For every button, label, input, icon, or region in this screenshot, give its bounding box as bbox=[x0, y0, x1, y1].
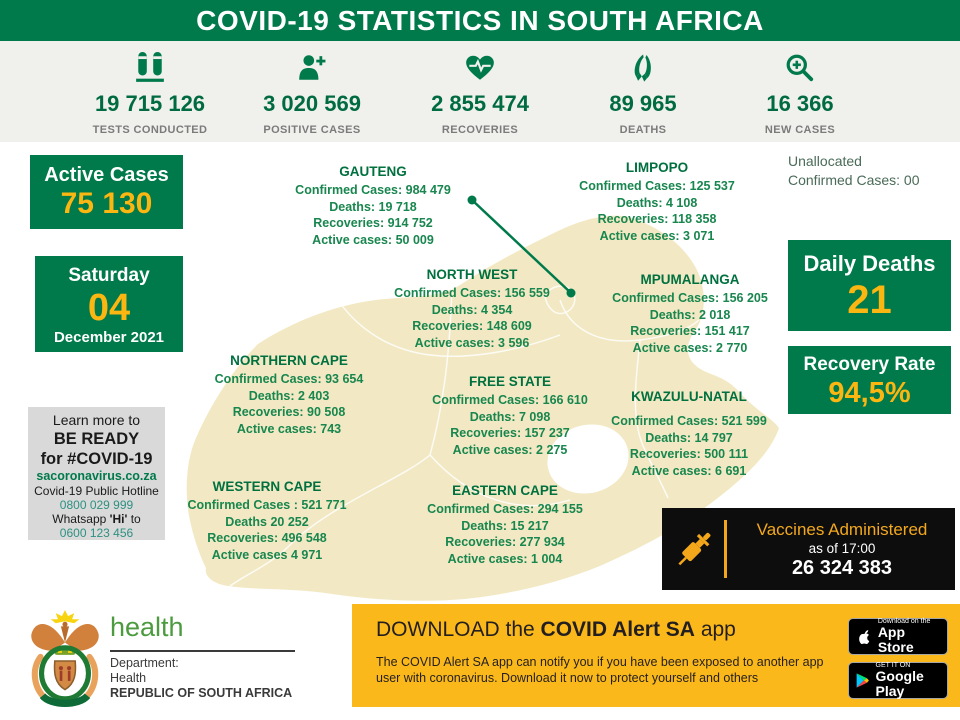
province-eastern-cape: EASTERN CAPE Confirmed Cases: 294 155 De… bbox=[427, 483, 583, 566]
vaccines-value: 26 324 383 bbox=[791, 556, 893, 579]
new-cases-value: 16 366 bbox=[766, 91, 834, 116]
app-banner-title: DOWNLOAD the COVID Alert SA app bbox=[376, 618, 736, 641]
province-western-cape: WESTERN CAPE Confirmed Cases : 521 771 D… bbox=[187, 479, 347, 562]
recovery-rate-label: Recovery Rate bbox=[803, 354, 936, 375]
health-logo-text: health bbox=[110, 612, 184, 642]
vaccines-title: Vaccines Administered bbox=[756, 519, 928, 539]
province-free-state: FREE STATE Confirmed Cases: 166 610 Deat… bbox=[432, 374, 588, 457]
test-tubes-icon bbox=[45, 49, 255, 87]
whatsapp-number[interactable]: 0600 123 456 bbox=[59, 526, 134, 540]
learn-line3: for #COVID-19 bbox=[40, 450, 153, 468]
recovery-rate-value: 94,5% bbox=[828, 377, 911, 409]
google-play-badge[interactable]: GET IT ON Google Play bbox=[848, 662, 948, 699]
google-play-icon bbox=[856, 673, 869, 688]
daily-deaths-label: Daily Deaths bbox=[803, 251, 936, 276]
province-northern-cape: NORTHERN CAPE Confirmed Cases: 93 654 De… bbox=[214, 353, 364, 436]
heart-pulse-icon bbox=[375, 49, 585, 87]
learn-line1: Learn more to bbox=[52, 412, 141, 428]
deaths-label: DEATHS bbox=[619, 124, 667, 136]
active-cases-value: 75 130 bbox=[60, 187, 153, 220]
date-day: 04 bbox=[87, 287, 131, 329]
recoveries-label: RECOVERIES bbox=[441, 124, 519, 136]
whatsapp-label: Whatsapp 'Hi' to bbox=[52, 512, 141, 526]
unallocated-cases: Unallocated Confirmed Cases: 00 bbox=[788, 153, 920, 188]
positive-label: POSITIVE CASES bbox=[263, 124, 361, 136]
summary-stats-bar: 19 715 126 TESTS CONDUCTED 3 020 569 POS… bbox=[0, 41, 960, 142]
new-cases-label: NEW CASES bbox=[764, 124, 836, 136]
syringe-icon bbox=[678, 532, 711, 566]
date-weekday: Saturday bbox=[68, 265, 150, 286]
stat-recoveries: 2 855 474 RECOVERIES bbox=[375, 49, 585, 136]
date-month-year: December 2021 bbox=[53, 329, 165, 346]
page-title: COVID-19 STATISTICS IN SOUTH AFRICA bbox=[0, 0, 960, 41]
positive-value: 3 020 569 bbox=[263, 91, 361, 116]
coronavirus-website-link[interactable]: sacoronavirus.co.za bbox=[36, 469, 157, 483]
hotline-label: Covid-19 Public Hotline bbox=[34, 484, 159, 498]
hotline-number[interactable]: 0800 029 999 bbox=[59, 498, 134, 512]
vaccines-asof: as of 17:00 bbox=[808, 540, 876, 556]
department-text: Department: Health REPUBLIC OF SOUTH AFR… bbox=[110, 656, 293, 700]
praying-hands-icon bbox=[538, 49, 748, 87]
stat-tests: 19 715 126 TESTS CONDUCTED bbox=[45, 49, 255, 136]
daily-deaths-box: Daily Deaths 21 bbox=[788, 240, 951, 331]
active-cases-box: Active Cases 75 130 bbox=[30, 155, 183, 229]
learn-line2: BE READY bbox=[53, 430, 140, 448]
vaccines-divider bbox=[724, 520, 727, 578]
province-kwazulu-natal: KWAZULU-NATAL Confirmed Cases: 521 599 D… bbox=[611, 389, 767, 478]
magnifier-plus-icon bbox=[695, 49, 905, 87]
lesotho-cutout bbox=[547, 424, 629, 494]
province-limpopo: LIMPOPO Confirmed Cases: 125 537 Deaths:… bbox=[579, 160, 735, 243]
vaccines-box: Vaccines Administered as of 17:00 26 324… bbox=[662, 508, 955, 590]
stat-deaths: 89 965 DEATHS bbox=[538, 49, 748, 136]
province-mpumalanga: MPUMALANGA Confirmed Cases: 156 205 Deat… bbox=[612, 272, 768, 355]
recoveries-value: 2 855 474 bbox=[431, 91, 529, 116]
province-gauteng: GAUTENG Confirmed Cases: 984 479 Deaths:… bbox=[295, 164, 451, 247]
deaths-value: 89 965 bbox=[609, 91, 677, 116]
recovery-rate-box: Recovery Rate 94,5% bbox=[788, 346, 951, 414]
date-box: Saturday 04 December 2021 bbox=[35, 256, 183, 352]
apple-icon bbox=[859, 629, 870, 644]
app-store-badge[interactable]: Download on the App Store bbox=[848, 618, 948, 655]
gauteng-leader-line bbox=[467, 195, 576, 298]
daily-deaths-value: 21 bbox=[847, 278, 892, 322]
person-plus-icon bbox=[207, 49, 417, 87]
tests-label: TESTS CONDUCTED bbox=[92, 124, 208, 136]
province-north-west: NORTH WEST Confirmed Cases: 156 559 Deat… bbox=[394, 267, 550, 350]
logo-divider bbox=[110, 650, 295, 652]
coat-of-arms-logo bbox=[31, 610, 99, 707]
stat-positive-cases: 3 020 569 POSITIVE CASES bbox=[207, 49, 417, 136]
stat-new-cases: 16 366 NEW CASES bbox=[695, 49, 905, 136]
app-banner-description: The COVID Alert SA app can notify you if… bbox=[376, 655, 824, 685]
tests-value: 19 715 126 bbox=[94, 91, 206, 116]
active-cases-label: Active Cases bbox=[44, 164, 169, 186]
learn-more-box: Learn more to BE READY for #COVID-19 sac… bbox=[28, 407, 165, 540]
